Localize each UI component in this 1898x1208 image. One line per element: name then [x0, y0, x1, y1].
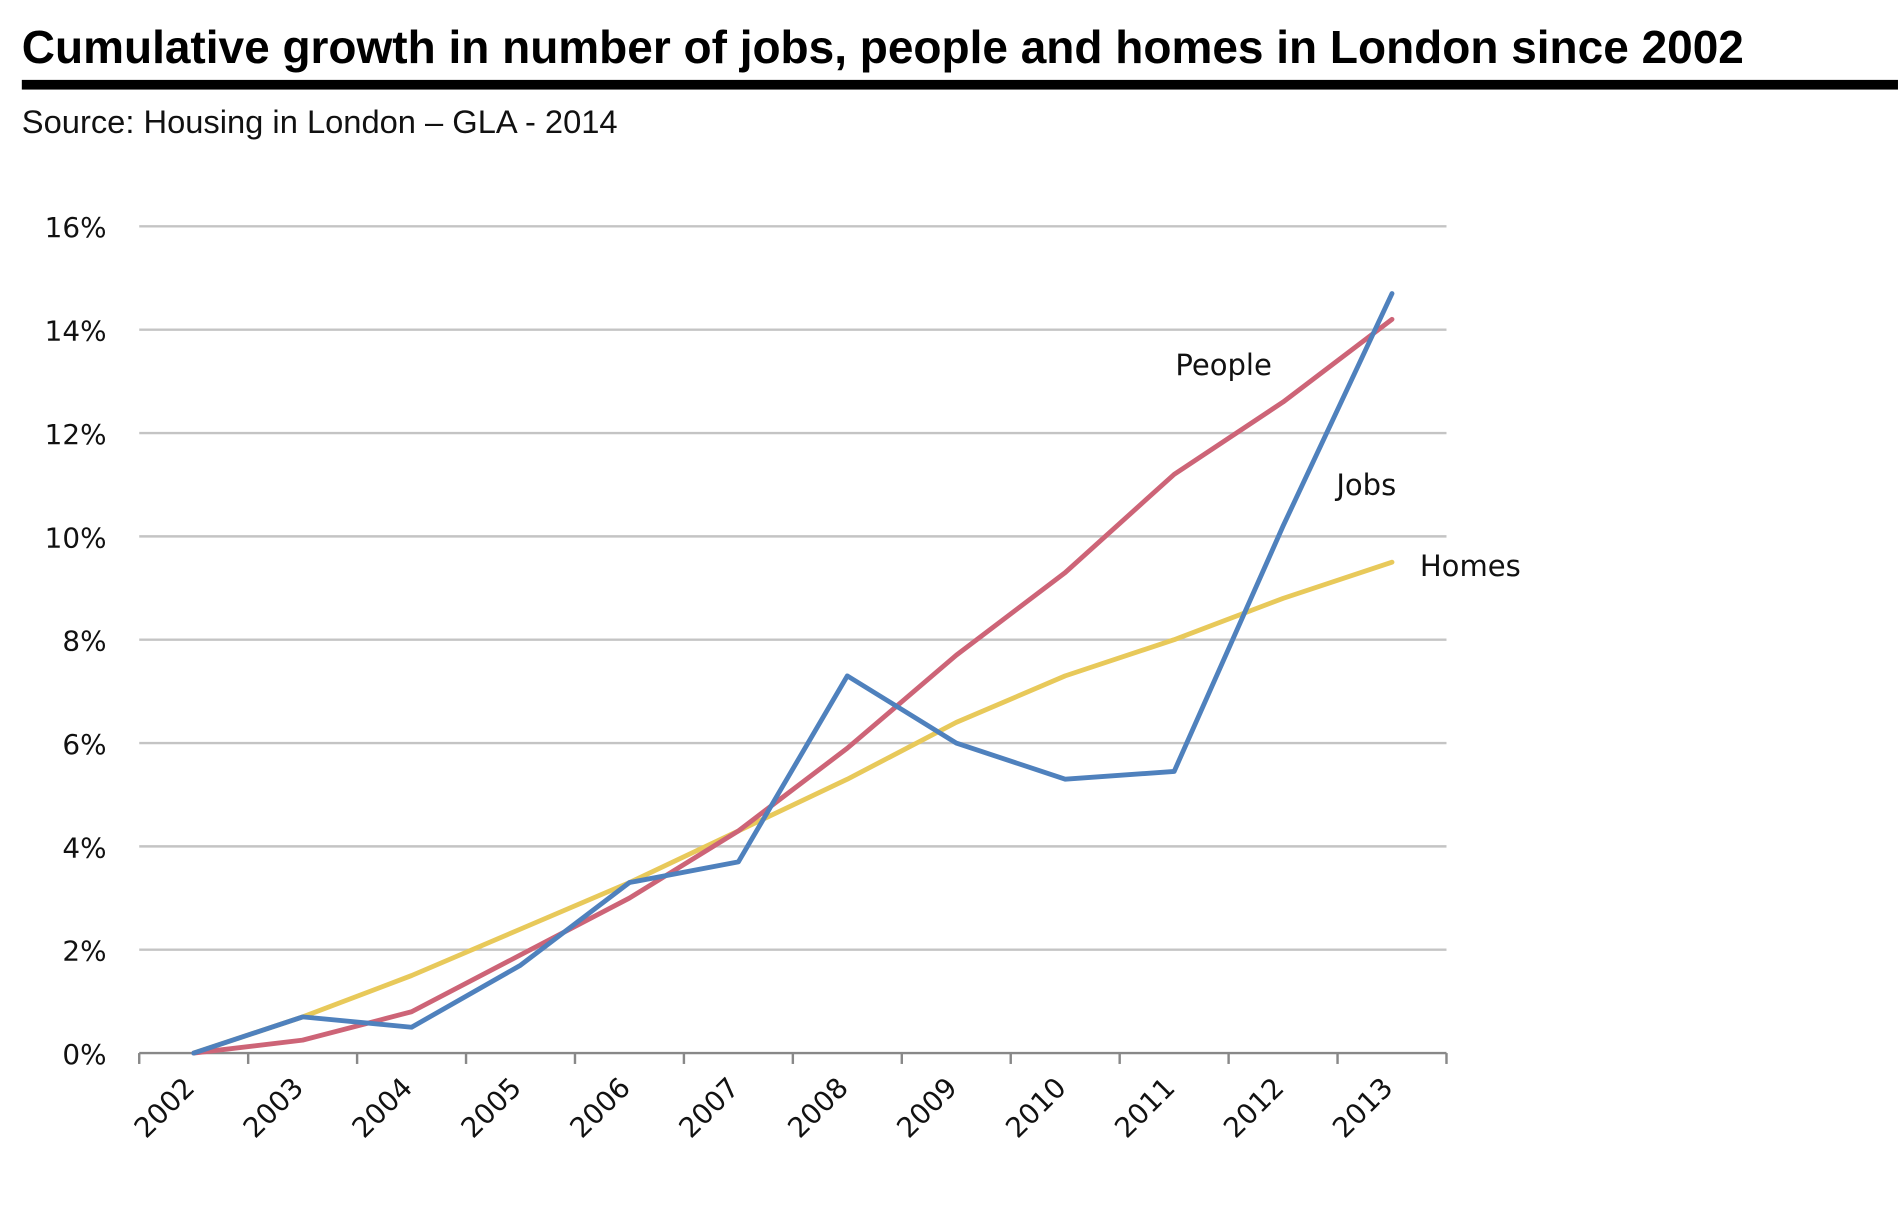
- x-tick-label: 2002: [128, 1071, 201, 1144]
- y-tick-label: 8%: [62, 625, 106, 658]
- x-tick-label: 2006: [563, 1071, 636, 1144]
- x-tick-label: 2011: [1108, 1071, 1181, 1144]
- series-line-people: [191, 316, 1395, 1056]
- x-tick-label: 2005: [454, 1071, 527, 1144]
- y-tick-label: 0%: [62, 1038, 106, 1071]
- y-tick-label: 4%: [62, 831, 106, 864]
- y-tick-label: 16%: [45, 211, 107, 244]
- series-label-people: People: [1175, 348, 1272, 382]
- x-tick-label: 2007: [672, 1071, 745, 1144]
- x-tick-label: 2009: [890, 1071, 963, 1144]
- x-tick-label: 2012: [1217, 1071, 1290, 1144]
- x-tick-label: 2004: [346, 1071, 419, 1144]
- series-label-jobs: Jobs: [1334, 468, 1396, 502]
- y-tick-label: 6%: [62, 728, 106, 761]
- series-label-homes: Homes: [1420, 549, 1521, 583]
- chart-title: Cumulative growth in number of jobs, peo…: [22, 21, 1744, 73]
- y-tick-label: 10%: [45, 521, 107, 554]
- series-line-homes: [191, 559, 1395, 1056]
- y-tick-label: 2%: [62, 935, 106, 968]
- y-tick-label: 12%: [45, 418, 107, 451]
- x-tick-label: 2010: [999, 1071, 1072, 1144]
- x-tick-label: 2008: [781, 1071, 854, 1144]
- y-tick-label: 14%: [45, 315, 107, 348]
- x-tick-label: 2003: [237, 1071, 310, 1144]
- x-tick-label: 2013: [1326, 1071, 1399, 1144]
- series-line-jobs: [191, 291, 1395, 1056]
- chart-subtitle: Source: Housing in London – GLA - 2014: [22, 103, 618, 140]
- title-rule: [21, 79, 1898, 90]
